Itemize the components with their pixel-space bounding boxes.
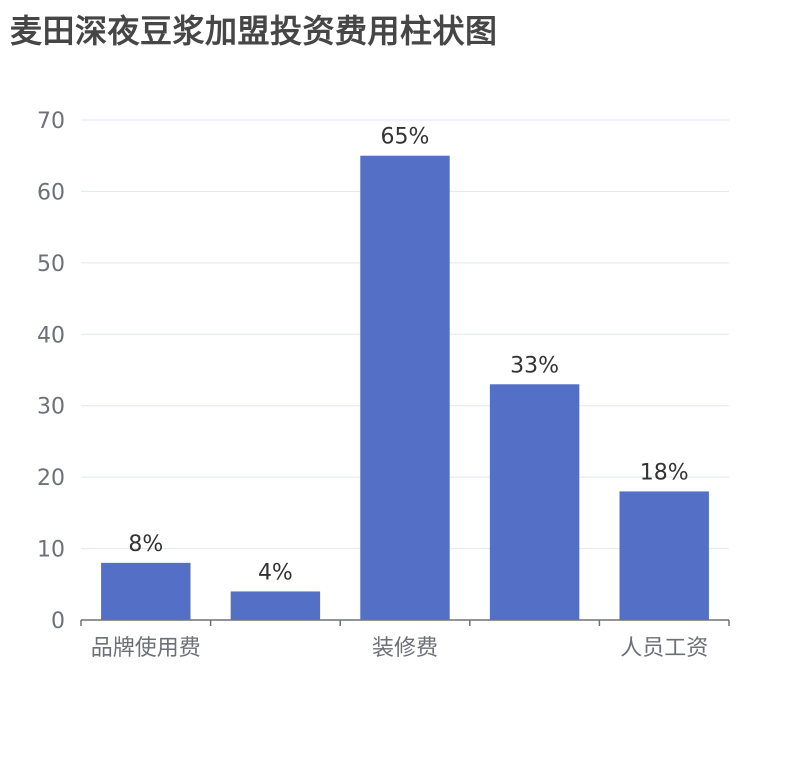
y-tick-label: 20: [37, 466, 65, 491]
x-category-label: 人员工资: [620, 636, 708, 661]
bar[interactable]: [619, 491, 709, 620]
data-label: 8%: [128, 532, 163, 557]
y-tick-label: 50: [37, 252, 65, 277]
y-tick-label: 70: [37, 109, 65, 134]
y-tick-label: 40: [37, 323, 65, 348]
y-tick-label: 0: [51, 609, 65, 634]
x-category-label: 装修费: [372, 636, 438, 661]
chart-title: 麦田深夜豆浆加盟投资费用柱状图: [10, 12, 498, 50]
y-tick-label: 60: [37, 180, 65, 205]
y-tick-label: 10: [37, 538, 65, 563]
bar[interactable]: [230, 591, 321, 620]
data-label: 65%: [381, 125, 430, 150]
x-category-label: 品牌使用费: [91, 636, 201, 661]
data-label: 33%: [510, 353, 559, 378]
data-label: 4%: [258, 560, 293, 585]
bar[interactable]: [101, 562, 191, 620]
bar[interactable]: [489, 384, 580, 620]
bar[interactable]: [360, 155, 450, 620]
y-tick-label: 30: [37, 395, 65, 420]
data-label: 18%: [640, 460, 689, 485]
